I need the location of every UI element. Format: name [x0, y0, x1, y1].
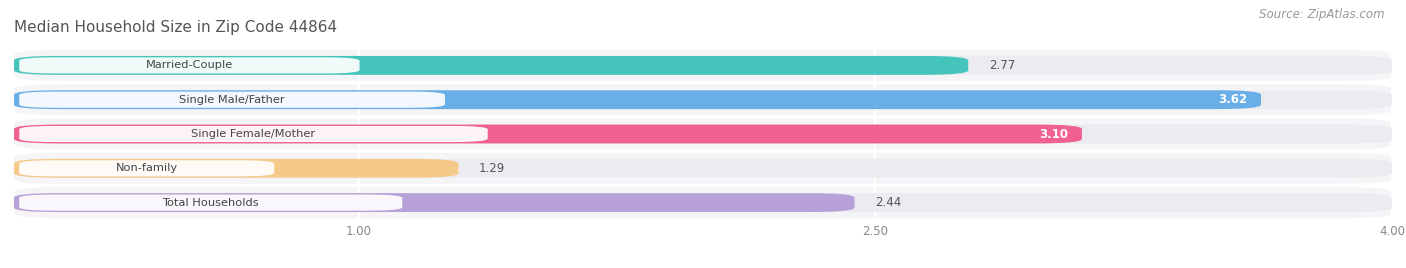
Text: Non-family: Non-family — [115, 163, 177, 173]
FancyBboxPatch shape — [14, 84, 1392, 115]
FancyBboxPatch shape — [14, 193, 855, 212]
FancyBboxPatch shape — [14, 159, 458, 178]
FancyBboxPatch shape — [14, 90, 1392, 109]
FancyBboxPatch shape — [14, 153, 1392, 184]
Text: 3.10: 3.10 — [1039, 128, 1069, 140]
Text: 1.29: 1.29 — [479, 162, 505, 175]
Text: Total Households: Total Households — [163, 198, 259, 208]
Text: Median Household Size in Zip Code 44864: Median Household Size in Zip Code 44864 — [14, 20, 337, 35]
FancyBboxPatch shape — [20, 126, 488, 142]
FancyBboxPatch shape — [14, 90, 1261, 109]
Text: 3.62: 3.62 — [1218, 93, 1247, 106]
FancyBboxPatch shape — [14, 193, 1392, 212]
FancyBboxPatch shape — [14, 125, 1083, 143]
FancyBboxPatch shape — [14, 56, 969, 75]
Text: Single Female/Mother: Single Female/Mother — [191, 129, 315, 139]
FancyBboxPatch shape — [14, 56, 1392, 75]
FancyBboxPatch shape — [20, 195, 402, 211]
FancyBboxPatch shape — [20, 160, 274, 176]
Text: Married-Couple: Married-Couple — [146, 60, 233, 70]
FancyBboxPatch shape — [14, 159, 1392, 178]
FancyBboxPatch shape — [14, 50, 1392, 81]
Text: Source: ZipAtlas.com: Source: ZipAtlas.com — [1260, 8, 1385, 21]
FancyBboxPatch shape — [20, 92, 444, 108]
FancyBboxPatch shape — [14, 187, 1392, 218]
Text: Single Male/Father: Single Male/Father — [180, 95, 285, 105]
FancyBboxPatch shape — [20, 57, 360, 73]
Text: 2.44: 2.44 — [875, 196, 901, 209]
Text: 2.77: 2.77 — [988, 59, 1015, 72]
FancyBboxPatch shape — [14, 125, 1392, 143]
FancyBboxPatch shape — [14, 118, 1392, 150]
